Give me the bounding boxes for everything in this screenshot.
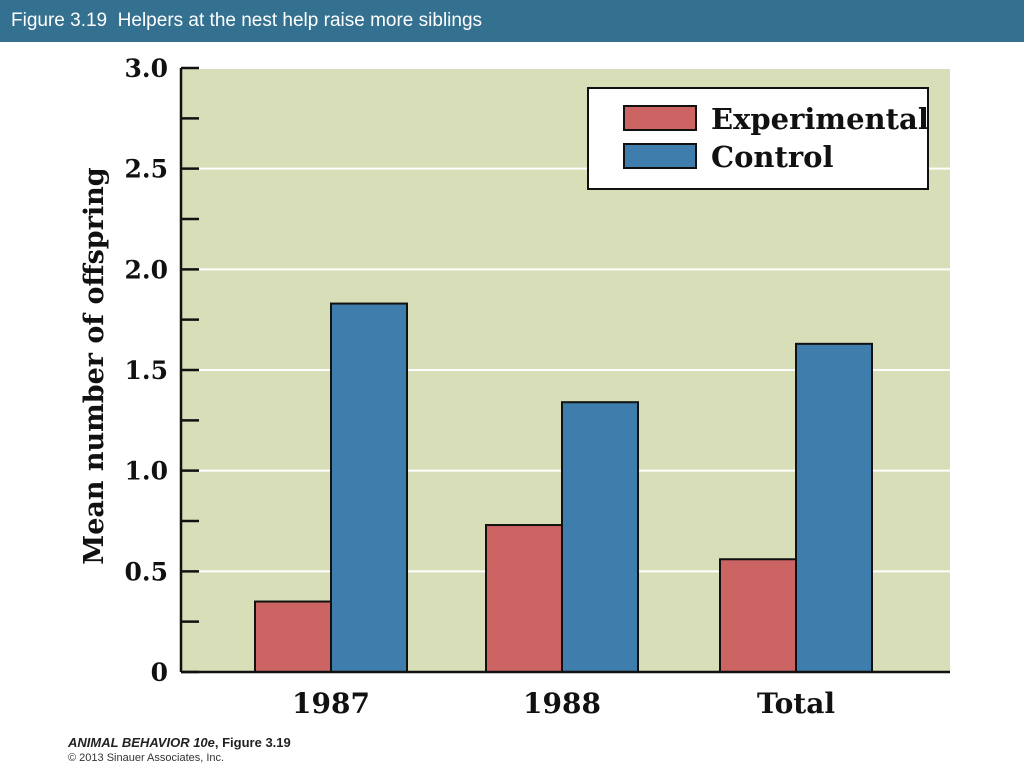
y-tick-label: 2.5 — [125, 155, 169, 184]
bar-control-1988 — [561, 401, 639, 673]
book-title: ANIMAL BEHAVIOR 10e — [68, 735, 215, 750]
copyright-notice: © 2013 Sinauer Associates, Inc. — [68, 752, 225, 764]
legend-swatch-experimental — [623, 105, 697, 131]
bar-control-1987 — [330, 302, 408, 673]
y-axis-label: Mean number of offspring — [79, 167, 110, 564]
y-tick-label: 1.0 — [125, 457, 169, 486]
y-tick-label: 3.0 — [125, 54, 169, 83]
bar-experimental-total — [719, 558, 797, 674]
x-tick-label: 1987 — [292, 687, 370, 720]
legend-label-control: Control — [711, 140, 834, 174]
legend-box — [587, 87, 929, 190]
y-tick-label: 0.5 — [125, 557, 169, 586]
book-credit: ANIMAL BEHAVIOR 10e, Figure 3.19 — [68, 735, 291, 750]
title-bar: Figure 3.19 Helpers at the nest help rai… — [0, 0, 1024, 42]
bar-experimental-1987 — [254, 600, 332, 673]
bar-experimental-1988 — [485, 524, 563, 673]
y-tick-label: 2.0 — [125, 255, 169, 284]
x-tick-label: Total — [757, 687, 835, 720]
slide-title: Figure 3.19 Helpers at the nest help rai… — [11, 10, 483, 31]
x-tick-label: 1988 — [523, 687, 601, 720]
y-tick-label: 0 — [151, 658, 168, 687]
legend-swatch-control — [623, 143, 697, 169]
legend-label-experimental: Experimental — [711, 102, 929, 136]
bar-control-total — [795, 342, 873, 673]
bar-chart: 0 0.5 1.0 1.5 2.0 2.5 3.0 Mean number of offspr… — [79, 54, 950, 720]
y-tick-label: 1.5 — [125, 356, 169, 385]
figure-ref: , Figure 3.19 — [214, 735, 291, 750]
